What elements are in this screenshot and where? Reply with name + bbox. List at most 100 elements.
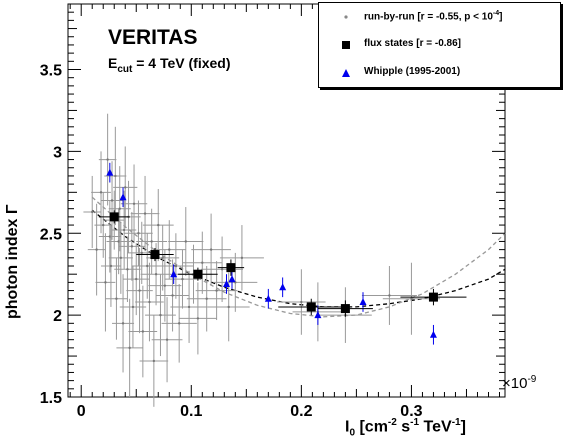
run-by-run-point [168, 207, 204, 276]
run-marker [150, 240, 153, 243]
run-marker [135, 277, 138, 281]
whipple-marker [228, 275, 236, 283]
run-by-run-point [201, 236, 244, 303]
run-by-run-point [142, 189, 174, 262]
run-marker [124, 186, 127, 189]
subtitle-rest: = 4 TeV (fixed) [132, 55, 231, 71]
subtitle-sub: cut [117, 63, 133, 75]
run-by-run-point [151, 297, 183, 383]
flux-state-point [400, 288, 467, 306]
run-marker [91, 210, 94, 214]
whipple-marker [170, 270, 178, 278]
legend-label-run-end: ] [499, 11, 503, 23]
whipple-marker [279, 283, 287, 291]
xlabel-main: I [345, 418, 350, 436]
run-marker [126, 268, 129, 271]
legend-entry-flux-states: flux states [r = -0.86] [319, 35, 560, 55]
whipple-point [429, 324, 437, 345]
run-marker [118, 207, 121, 210]
legend-label-run-sup: -4 [492, 10, 500, 17]
run-marker [109, 264, 113, 268]
whipple-marker [223, 280, 231, 288]
run-marker [215, 289, 218, 292]
legend: run-by-run [r = -0.55, p < 10-4] flux st… [318, 2, 561, 88]
run-by-run-point [87, 203, 106, 296]
x-axis-exponent: ×10-9 [502, 374, 536, 392]
run-by-run-point [101, 225, 121, 307]
run-by-run-point [186, 266, 227, 332]
run-marker [187, 305, 191, 309]
x-tick-label: 0.3 [400, 403, 422, 420]
flux-state-point [178, 267, 218, 281]
run-by-run-point [128, 285, 158, 378]
run-by-run-point [179, 282, 217, 355]
whipple-marker [264, 294, 272, 302]
run-by-run-point [170, 270, 208, 343]
run-marker [300, 300, 303, 304]
run-marker [161, 256, 164, 260]
run-marker [130, 245, 134, 248]
run-marker [196, 317, 200, 320]
run-marker [240, 256, 244, 260]
run-marker [157, 223, 160, 227]
run-marker [119, 256, 123, 260]
run-marker [115, 297, 118, 300]
legend-square-marker [342, 41, 350, 49]
flux-marker [226, 263, 236, 273]
whipple-point [228, 269, 236, 289]
run-by-run-point [98, 200, 121, 273]
run-marker [171, 294, 174, 297]
run-marker [104, 281, 107, 284]
run-marker [209, 248, 213, 251]
flux-marker [150, 250, 160, 260]
run-by-run-point [139, 315, 169, 407]
run-marker [122, 228, 126, 232]
x-tick-label: 0.2 [290, 403, 312, 420]
run-marker [140, 251, 143, 255]
run-marker [99, 191, 103, 194]
run-by-run-point [98, 113, 117, 206]
run-by-run-point [108, 166, 131, 252]
run-by-run-point [158, 233, 194, 299]
run-marker [114, 174, 117, 178]
xlabel-sup-3: -1 [451, 417, 461, 428]
run-marker [148, 300, 151, 304]
run-by-run-point [126, 247, 153, 334]
legend-label-flux-states: flux states [r = -0.86] [364, 38, 461, 49]
y-tick-label: 3 [53, 144, 62, 161]
x-tick-label: 0.1 [180, 403, 202, 420]
run-marker [201, 261, 204, 264]
whipple-series [106, 162, 437, 345]
whipple-point [264, 288, 272, 309]
run-marker [165, 338, 169, 341]
run-by-run-point [182, 231, 223, 294]
y-tick-label: 2 [53, 308, 62, 325]
run-by-run-point [164, 249, 201, 309]
run-marker [131, 305, 135, 309]
run-marker [110, 199, 114, 202]
run-by-run-point [361, 266, 417, 325]
run-by-run-point [116, 298, 143, 397]
run-marker [177, 322, 181, 325]
run-by-run-point [94, 192, 113, 258]
xlabel-sup-2: -1 [410, 417, 420, 428]
whipple-point [119, 187, 127, 208]
run-by-run-point [191, 213, 231, 286]
xlabel-sub: 0 [349, 427, 356, 439]
flux-marker [193, 269, 203, 279]
run-marker [159, 313, 162, 317]
whipple-point [223, 274, 231, 294]
flux-marker [306, 302, 316, 312]
flux-state-point [98, 210, 130, 224]
run-by-run-series [83, 113, 441, 407]
legend-label-run-by-run: run-by-run [r = -0.55, p < 10-4] [364, 10, 503, 22]
xlabel-rest-1: [cm [355, 418, 388, 436]
x-tick-label: 0 [77, 403, 86, 420]
flux-marker [340, 304, 350, 314]
run-marker [227, 305, 230, 309]
run-marker [163, 284, 167, 287]
y-tick-label: 2.5 [40, 226, 62, 243]
run-marker [154, 272, 158, 276]
run-marker [181, 277, 184, 281]
run-by-run-point [135, 262, 164, 342]
